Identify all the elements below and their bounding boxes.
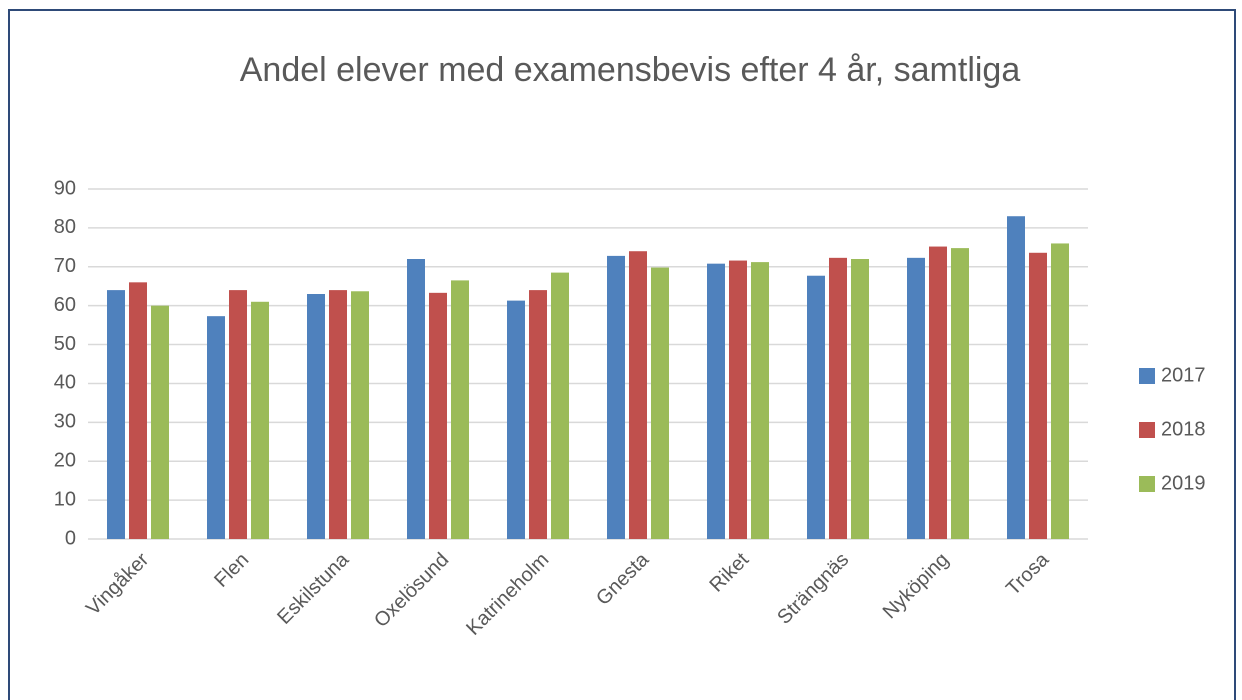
bar [151,305,169,539]
bar [1029,252,1047,539]
bar [529,290,547,539]
bar [429,292,447,539]
legend-swatch [1139,368,1155,384]
legend-label: 2017 [1161,364,1206,386]
bar [807,275,825,539]
bar [851,259,869,539]
bar [607,255,625,539]
bar [207,316,225,539]
y-tick-label: 60 [54,294,76,316]
y-tick-label: 10 [54,488,76,510]
bar [551,272,569,539]
y-tick-label: 70 [54,255,76,277]
y-tick-label: 30 [54,411,76,433]
bar [451,280,469,539]
bar [351,291,369,539]
bar [929,246,947,540]
bar [1051,243,1069,539]
y-tick-label: 0 [65,527,76,549]
y-tick-label: 40 [54,372,76,394]
y-tick-label: 20 [54,450,76,472]
legend-label: 2018 [1161,418,1206,440]
bar [407,259,425,539]
bar [651,267,669,539]
bar [251,301,269,539]
legend-swatch [1139,476,1155,492]
bar [629,251,647,539]
bar [129,282,147,539]
bar [951,248,969,539]
legend-swatch [1139,422,1155,438]
bar [229,290,247,539]
bar [1007,216,1025,539]
bar [729,260,747,539]
bar [707,263,725,539]
bar [751,262,769,539]
chart-title: Andel elever med examensbevis efter 4 år… [240,51,1021,89]
bar [829,257,847,539]
bar [507,300,525,539]
bar [329,290,347,539]
bar [107,290,125,539]
y-tick-label: 50 [54,333,76,355]
y-tick-label: 90 [54,177,76,199]
legend-label: 2019 [1161,472,1206,494]
y-tick-label: 80 [54,216,76,238]
bar [307,294,325,539]
bar [907,257,925,539]
